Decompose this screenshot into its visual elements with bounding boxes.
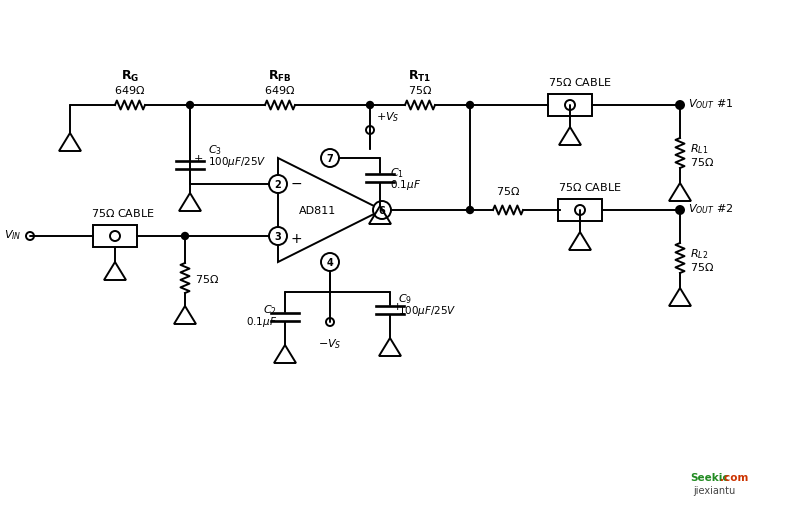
Circle shape xyxy=(269,176,287,193)
Text: 3: 3 xyxy=(275,231,281,241)
Text: .com: .com xyxy=(720,472,749,482)
Circle shape xyxy=(326,318,334,326)
Text: $C_2$: $C_2$ xyxy=(263,302,277,316)
Bar xyxy=(548,95,592,117)
Text: $75\Omega$: $75\Omega$ xyxy=(690,156,714,168)
Text: 2: 2 xyxy=(275,180,281,189)
Text: $C_9$: $C_9$ xyxy=(398,291,412,306)
Circle shape xyxy=(373,201,391,220)
Circle shape xyxy=(181,233,188,240)
Text: $V_{OUT}$ #2: $V_{OUT}$ #2 xyxy=(688,201,734,216)
Text: $100\mu F/25V$: $100\mu F/25V$ xyxy=(398,304,456,317)
Text: $+$: $+$ xyxy=(392,300,402,311)
Bar xyxy=(93,226,137,247)
Text: $75\Omega$ CABLE: $75\Omega$ CABLE xyxy=(558,181,622,192)
Text: $75\Omega$: $75\Omega$ xyxy=(690,261,714,273)
Circle shape xyxy=(677,103,683,109)
Circle shape xyxy=(676,207,684,215)
Text: 7: 7 xyxy=(326,154,333,164)
Text: $649\Omega$: $649\Omega$ xyxy=(114,84,146,96)
Text: $+$: $+$ xyxy=(290,231,302,245)
Circle shape xyxy=(366,103,374,109)
Text: $75\Omega$ CABLE: $75\Omega$ CABLE xyxy=(548,76,611,88)
Text: $75\Omega$: $75\Omega$ xyxy=(408,84,432,96)
Circle shape xyxy=(466,103,474,109)
Text: $75\Omega$ CABLE: $75\Omega$ CABLE xyxy=(91,207,155,219)
Circle shape xyxy=(466,207,474,214)
Text: $C_3$: $C_3$ xyxy=(208,143,222,157)
Text: $R_{L2}$: $R_{L2}$ xyxy=(690,246,708,261)
Text: jiexiantu: jiexiantu xyxy=(693,485,735,495)
Text: 4: 4 xyxy=(326,258,333,268)
Text: $C_1$: $C_1$ xyxy=(390,166,404,180)
Text: $0.1\mu F$: $0.1\mu F$ xyxy=(246,315,277,328)
Text: $+V_S$: $+V_S$ xyxy=(376,110,400,124)
Text: AD811: AD811 xyxy=(299,206,336,216)
Text: $-$: $-$ xyxy=(290,176,302,189)
Circle shape xyxy=(366,127,374,135)
Circle shape xyxy=(321,149,339,168)
Text: $75\Omega$: $75\Omega$ xyxy=(496,185,520,196)
Circle shape xyxy=(26,232,34,240)
Text: $+$: $+$ xyxy=(193,152,203,163)
Circle shape xyxy=(321,254,339,272)
Circle shape xyxy=(187,103,194,109)
Circle shape xyxy=(676,102,684,110)
Text: $R_{L1}$: $R_{L1}$ xyxy=(690,142,708,156)
Text: $\mathbf{R_G}$: $\mathbf{R_G}$ xyxy=(121,69,139,84)
Text: $V_{OUT}$ #1: $V_{OUT}$ #1 xyxy=(688,97,734,111)
Text: $\mathbf{R_{T1}}$: $\mathbf{R_{T1}}$ xyxy=(408,69,432,84)
Circle shape xyxy=(269,228,287,245)
Text: $75\Omega$: $75\Omega$ xyxy=(195,273,219,284)
Text: $\mathbf{R_{FB}}$: $\mathbf{R_{FB}}$ xyxy=(268,69,292,84)
Text: $0.1\mu F$: $0.1\mu F$ xyxy=(390,178,422,191)
Text: Seekic: Seekic xyxy=(690,472,729,482)
Text: $V_{IN}$: $V_{IN}$ xyxy=(5,228,22,241)
Text: $-V_S$: $-V_S$ xyxy=(318,336,342,350)
Circle shape xyxy=(677,207,683,214)
Text: $649\Omega$: $649\Omega$ xyxy=(265,84,296,96)
Bar xyxy=(558,199,602,222)
Text: 6: 6 xyxy=(378,206,385,216)
Text: $100\mu F/25V$: $100\mu F/25V$ xyxy=(208,155,266,169)
